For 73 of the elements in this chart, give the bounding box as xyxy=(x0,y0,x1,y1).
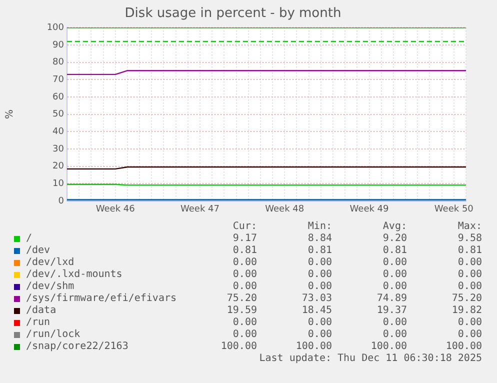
text: 9.17 xyxy=(232,233,257,244)
text: 0.00 xyxy=(382,329,407,340)
text: 0.00 xyxy=(308,329,332,340)
y-tick-label: 90 xyxy=(52,40,64,50)
text: 0.00 xyxy=(382,281,407,292)
text: 100.00 xyxy=(296,341,332,352)
text: 0.00 xyxy=(232,269,257,280)
text: 100.00 xyxy=(446,341,482,352)
y-tick-label: 30 xyxy=(52,144,64,154)
y-tick-label: 70 xyxy=(52,74,64,85)
text: 19.59 xyxy=(226,305,257,316)
text: Min: xyxy=(308,221,332,232)
text: 75.20 xyxy=(226,293,257,304)
legend-label: /sys/firmware/efi/efivars xyxy=(26,293,177,304)
text: 74.89 xyxy=(376,293,407,304)
text: 0.00 xyxy=(458,329,482,340)
text: 100.00 xyxy=(370,341,407,352)
text: 0.00 xyxy=(458,281,482,292)
text: 73.03 xyxy=(302,293,332,304)
text: 0.00 xyxy=(382,257,407,268)
text: 0.00 xyxy=(458,269,482,280)
text: 0.00 xyxy=(308,269,332,280)
x-tick-label: Week 46 xyxy=(96,204,136,215)
legend-label: /run xyxy=(26,317,50,328)
text: 0.00 xyxy=(232,257,257,268)
text: 0.81 xyxy=(382,245,407,256)
text: 0.00 xyxy=(382,317,407,328)
legend-label: / xyxy=(26,233,32,244)
text: 75.20 xyxy=(452,293,482,304)
text: 18.45 xyxy=(302,305,332,316)
text: 0.00 xyxy=(232,281,257,292)
text: 19.37 xyxy=(376,305,407,316)
legend-label: /data xyxy=(26,305,56,316)
y-tick-label: 100 xyxy=(46,22,64,33)
text: Cur: xyxy=(232,221,257,232)
y-tick-label: 50 xyxy=(52,110,64,120)
text: 0.00 xyxy=(382,269,407,280)
text: 100.00 xyxy=(220,341,257,352)
text: 0.00 xyxy=(308,281,332,292)
text: 0.00 xyxy=(308,317,332,328)
text: 8.84 xyxy=(308,233,332,244)
text: 9.20 xyxy=(382,233,407,244)
text: 0.81 xyxy=(308,245,332,256)
text: 0.81 xyxy=(232,245,257,256)
y-tick-label: 80 xyxy=(52,58,64,68)
text: 0.00 xyxy=(458,257,482,268)
text: Last update: Thu Dec 11 06:30:18 2025 xyxy=(259,353,482,364)
text: Avg: xyxy=(382,221,407,232)
legend-label: /dev/.lxd-mounts xyxy=(26,269,122,280)
text: 0.00 xyxy=(458,317,482,328)
text: 0.00 xyxy=(308,257,332,268)
x-tick-label: Week 48 xyxy=(265,204,304,215)
legend-label: /snap/core22/2163 xyxy=(26,341,128,352)
y-tick-label: 60 xyxy=(52,92,64,102)
legend-label: /run/lock xyxy=(26,329,80,340)
text: 19.82 xyxy=(452,305,482,316)
y-tick-label: 10 xyxy=(52,179,64,190)
legend-label: /dev xyxy=(26,245,50,256)
chart-title: Disk usage in percent - by month xyxy=(124,6,342,22)
text: 0.00 xyxy=(232,329,257,340)
x-tick-label: Week 47 xyxy=(180,204,220,215)
text: 0.00 xyxy=(232,317,257,328)
text: Max: xyxy=(458,221,482,232)
legend-label: /dev/lxd xyxy=(26,257,74,268)
legend-label: /dev/shm xyxy=(26,281,74,292)
text: 0.81 xyxy=(458,245,482,256)
y-tick-label: 20 xyxy=(52,162,64,172)
text: 9.58 xyxy=(458,233,482,244)
y-tick-label: 0 xyxy=(58,196,64,206)
y-axis-title: % xyxy=(4,110,16,120)
y-tick-label: 40 xyxy=(52,126,64,137)
x-tick-label: Week 50 xyxy=(434,204,474,215)
x-tick-label: Week 49 xyxy=(350,204,390,215)
